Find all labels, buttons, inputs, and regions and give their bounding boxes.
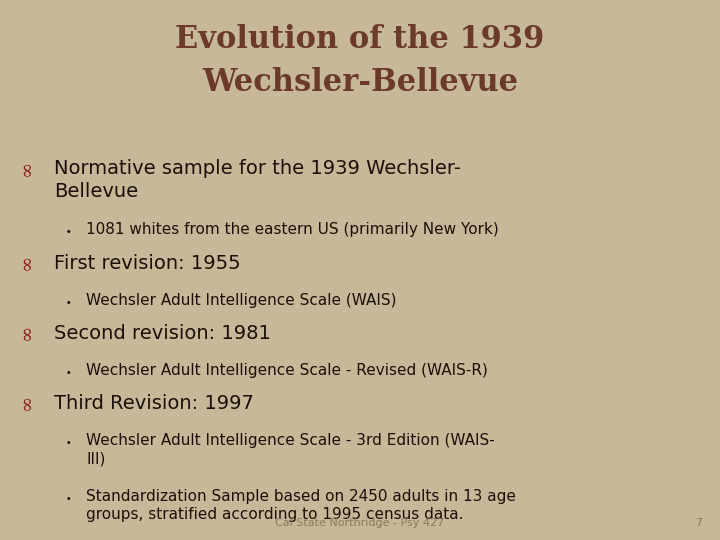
- Text: ·: ·: [65, 489, 73, 512]
- Text: ·: ·: [65, 433, 73, 456]
- Text: 7: 7: [695, 518, 702, 528]
- Text: Wechsler Adult Intelligence Scale - 3rd Edition (WAIS-
III): Wechsler Adult Intelligence Scale - 3rd …: [86, 433, 495, 466]
- Text: ∞: ∞: [18, 159, 36, 176]
- Text: Cal State Northridge - Psy 427: Cal State Northridge - Psy 427: [275, 518, 445, 528]
- Text: Normative sample for the 1939 Wechsler-
Bellevue: Normative sample for the 1939 Wechsler- …: [54, 159, 461, 201]
- Text: ·: ·: [65, 363, 73, 386]
- Text: ∞: ∞: [18, 324, 36, 340]
- Text: ·: ·: [65, 293, 73, 316]
- Text: ∞: ∞: [18, 254, 36, 270]
- Text: Wechsler Adult Intelligence Scale (WAIS): Wechsler Adult Intelligence Scale (WAIS): [86, 293, 397, 308]
- Text: Wechsler Adult Intelligence Scale - Revised (WAIS-R): Wechsler Adult Intelligence Scale - Revi…: [86, 363, 488, 378]
- Text: Second revision: 1981: Second revision: 1981: [54, 324, 271, 343]
- Text: ∞: ∞: [18, 394, 36, 410]
- Text: Evolution of the 1939
Wechsler-Bellevue: Evolution of the 1939 Wechsler-Bellevue: [176, 24, 544, 98]
- Text: Third Revision: 1997: Third Revision: 1997: [54, 394, 254, 413]
- Text: 1081 whites from the eastern US (primarily New York): 1081 whites from the eastern US (primari…: [86, 222, 499, 238]
- Text: First revision: 1955: First revision: 1955: [54, 254, 240, 273]
- Text: ·: ·: [65, 222, 73, 246]
- Text: Standardization Sample based on 2450 adults in 13 age
groups, stratified accordi: Standardization Sample based on 2450 adu…: [86, 489, 516, 522]
